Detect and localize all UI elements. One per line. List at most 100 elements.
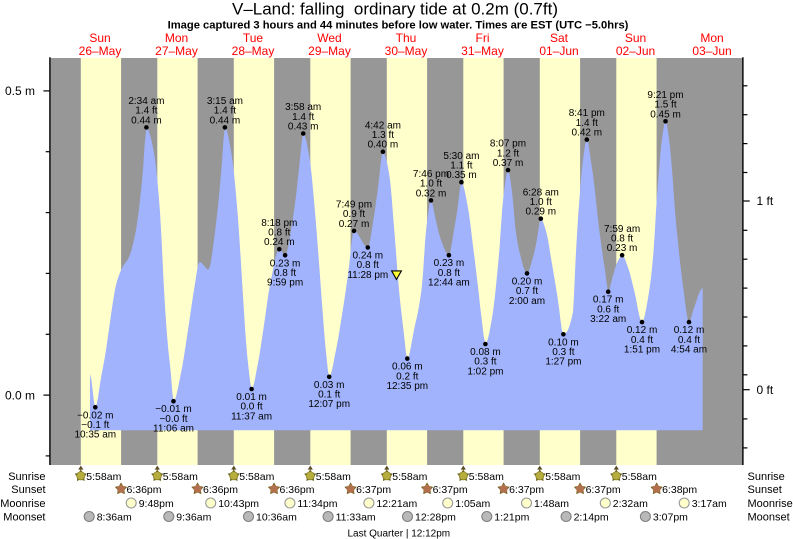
svg-text:0.23 m: 0.23 m bbox=[270, 258, 301, 269]
svg-text:6:36pm: 6:36pm bbox=[280, 484, 315, 496]
svg-text:0.43 m: 0.43 m bbox=[288, 122, 319, 133]
svg-text:5:30 am: 5:30 am bbox=[443, 151, 479, 162]
svg-text:2:14pm: 2:14pm bbox=[574, 512, 609, 524]
svg-text:1:27 pm: 1:27 pm bbox=[545, 357, 581, 368]
svg-text:11:37 am: 11:37 am bbox=[231, 411, 272, 422]
svg-text:1.0 ft: 1.0 ft bbox=[420, 179, 442, 190]
svg-text:5:58am: 5:58am bbox=[469, 471, 504, 483]
svg-text:1.4 ft: 1.4 ft bbox=[576, 118, 598, 129]
svg-text:0.6 ft: 0.6 ft bbox=[597, 304, 619, 315]
svg-text:Mon: Mon bbox=[165, 31, 188, 45]
svg-text:1.0 ft: 1.0 ft bbox=[530, 197, 552, 208]
svg-text:2:00 am: 2:00 am bbox=[509, 296, 545, 307]
svg-text:0.44 m: 0.44 m bbox=[210, 115, 241, 126]
svg-text:01–Jun: 01–Jun bbox=[539, 44, 578, 58]
svg-text:12:28pm: 12:28pm bbox=[415, 512, 456, 524]
svg-text:0.42 m: 0.42 m bbox=[572, 128, 603, 139]
svg-text:12:44 am: 12:44 am bbox=[428, 278, 470, 289]
svg-text:0.3 ft: 0.3 ft bbox=[474, 357, 496, 368]
svg-text:Sun: Sun bbox=[625, 31, 646, 45]
svg-text:8:36am: 8:36am bbox=[97, 512, 132, 524]
svg-text:0.1 ft: 0.1 ft bbox=[318, 390, 340, 401]
svg-text:02–Jun: 02–Jun bbox=[616, 44, 655, 58]
svg-text:0.20 m: 0.20 m bbox=[512, 276, 543, 287]
svg-text:0.17 m: 0.17 m bbox=[593, 295, 624, 306]
svg-text:2:32am: 2:32am bbox=[613, 498, 648, 510]
svg-text:10:43pm: 10:43pm bbox=[218, 498, 259, 510]
svg-text:Thu: Thu bbox=[396, 31, 417, 45]
svg-text:Sun: Sun bbox=[89, 31, 110, 45]
svg-text:0.8 ft: 0.8 ft bbox=[357, 260, 379, 271]
svg-text:Mon: Mon bbox=[700, 31, 723, 45]
svg-text:0.08 m: 0.08 m bbox=[470, 347, 501, 358]
svg-text:29–May: 29–May bbox=[308, 44, 351, 58]
svg-text:−0.0 ft: −0.0 ft bbox=[159, 414, 187, 425]
svg-text:3:15 am: 3:15 am bbox=[207, 96, 243, 107]
svg-text:3:58 am: 3:58 am bbox=[285, 102, 321, 113]
svg-text:0.8 ft: 0.8 ft bbox=[274, 268, 296, 279]
svg-text:5:58am: 5:58am bbox=[392, 471, 427, 483]
svg-text:5:58am: 5:58am bbox=[86, 471, 121, 483]
svg-text:−0.1 ft: −0.1 ft bbox=[81, 420, 109, 431]
svg-text:Tue: Tue bbox=[243, 31, 264, 45]
svg-text:V–Land: falling ordinary tide: V–Land: falling ordinary tide at 0.2m (0… bbox=[232, 0, 558, 19]
svg-text:1:48am: 1:48am bbox=[534, 498, 569, 510]
svg-text:11:06 am: 11:06 am bbox=[153, 424, 194, 435]
svg-text:6:37pm: 6:37pm bbox=[433, 484, 468, 496]
svg-text:0.4 ft: 0.4 ft bbox=[631, 335, 653, 346]
svg-text:0.8 ft: 0.8 ft bbox=[611, 234, 633, 245]
svg-text:0.3 ft: 0.3 ft bbox=[552, 347, 574, 358]
svg-text:27–May: 27–May bbox=[155, 44, 198, 58]
svg-text:1.1 ft: 1.1 ft bbox=[450, 161, 472, 172]
svg-text:5:58am: 5:58am bbox=[163, 471, 198, 483]
svg-text:Sunrise: Sunrise bbox=[748, 471, 785, 483]
svg-text:0.5 m: 0.5 m bbox=[5, 84, 35, 98]
svg-text:Moonset: Moonset bbox=[3, 512, 45, 524]
svg-text:12:21am: 12:21am bbox=[376, 498, 417, 510]
svg-text:Moonrise: Moonrise bbox=[748, 498, 793, 510]
svg-text:1.4 ft: 1.4 ft bbox=[214, 106, 236, 117]
svg-text:0.45 m: 0.45 m bbox=[650, 109, 681, 120]
svg-text:0.06 m: 0.06 m bbox=[392, 362, 423, 373]
svg-text:1.5 ft: 1.5 ft bbox=[654, 100, 676, 111]
svg-text:1:51 pm: 1:51 pm bbox=[624, 345, 660, 356]
svg-text:4:54 am: 4:54 am bbox=[671, 345, 707, 356]
svg-text:1.4 ft: 1.4 ft bbox=[292, 112, 314, 123]
svg-text:1.3 ft: 1.3 ft bbox=[372, 130, 394, 141]
svg-text:−0.02 m: −0.02 m bbox=[77, 410, 113, 421]
svg-text:26–May: 26–May bbox=[79, 44, 122, 58]
svg-text:0.44 m: 0.44 m bbox=[131, 115, 162, 126]
svg-text:9:21 pm: 9:21 pm bbox=[647, 90, 683, 101]
svg-text:3:17am: 3:17am bbox=[692, 498, 727, 510]
svg-text:6:38pm: 6:38pm bbox=[662, 484, 697, 496]
svg-text:Wed: Wed bbox=[317, 31, 341, 45]
svg-text:9:36am: 9:36am bbox=[176, 512, 211, 524]
svg-text:10:35 am: 10:35 am bbox=[74, 430, 116, 441]
svg-text:5:58am: 5:58am bbox=[316, 471, 351, 483]
svg-text:0.29 m: 0.29 m bbox=[526, 207, 557, 218]
svg-text:0.9 ft: 0.9 ft bbox=[343, 209, 365, 220]
svg-text:Image captured 3 hours and 44: Image captured 3 hours and 44 minutes be… bbox=[168, 20, 629, 32]
svg-text:0.23 m: 0.23 m bbox=[607, 243, 638, 254]
svg-text:3:07pm: 3:07pm bbox=[653, 512, 688, 524]
svg-text:03–Jun: 03–Jun bbox=[692, 44, 731, 58]
svg-text:1.2 ft: 1.2 ft bbox=[497, 148, 519, 159]
svg-text:5:58am: 5:58am bbox=[239, 471, 274, 483]
svg-text:11:34pm: 11:34pm bbox=[297, 498, 337, 510]
svg-text:Sunrise: Sunrise bbox=[8, 471, 45, 483]
svg-text:Fri: Fri bbox=[476, 31, 490, 45]
svg-text:Moonrise: Moonrise bbox=[0, 498, 45, 510]
svg-text:0.32 m: 0.32 m bbox=[416, 188, 447, 199]
svg-text:6:36pm: 6:36pm bbox=[127, 484, 162, 496]
svg-text:11:33am: 11:33am bbox=[336, 512, 376, 524]
svg-text:0.4 ft: 0.4 ft bbox=[678, 335, 700, 346]
svg-text:0.03 m: 0.03 m bbox=[314, 380, 345, 391]
svg-text:28–May: 28–May bbox=[232, 44, 275, 58]
svg-text:6:37pm: 6:37pm bbox=[356, 484, 391, 496]
svg-text:8:41 pm: 8:41 pm bbox=[569, 108, 605, 119]
svg-text:12:35 pm: 12:35 pm bbox=[386, 381, 428, 392]
svg-text:6:36pm: 6:36pm bbox=[203, 484, 238, 496]
svg-text:10:36am: 10:36am bbox=[256, 512, 297, 524]
svg-text:9:59 pm: 9:59 pm bbox=[267, 278, 303, 289]
svg-text:0.12 m: 0.12 m bbox=[674, 325, 705, 336]
